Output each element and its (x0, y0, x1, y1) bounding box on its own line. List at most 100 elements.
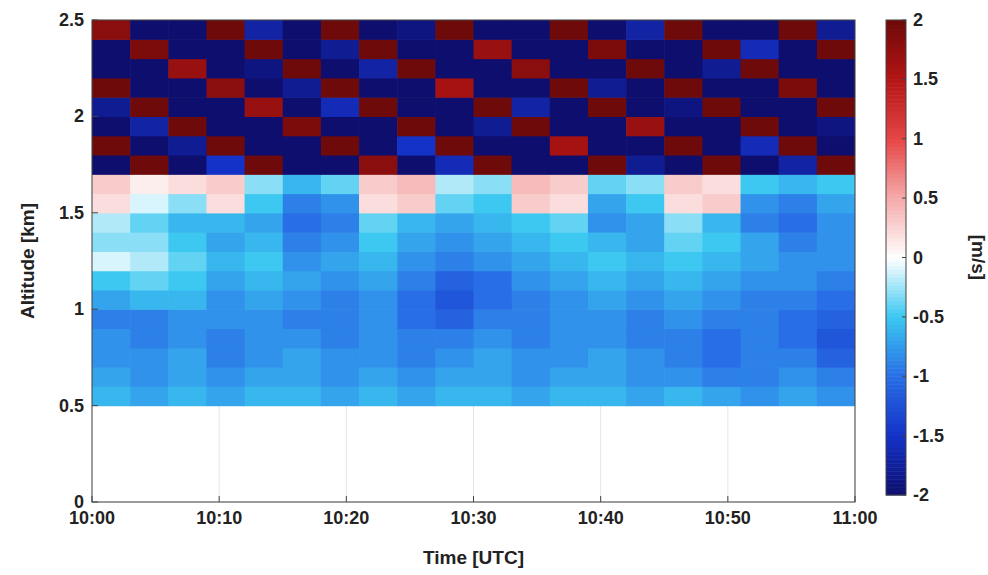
cell (702, 271, 741, 291)
cell (359, 20, 398, 40)
cell (664, 386, 703, 406)
colorbar-swatch (886, 52, 906, 56)
cell (588, 386, 627, 406)
cell (321, 213, 360, 233)
cell (168, 174, 207, 194)
cell (206, 39, 245, 59)
cell (283, 39, 322, 59)
cell (92, 309, 131, 329)
y-axis-title: Altitude [km] (17, 203, 38, 319)
cell (664, 328, 703, 348)
cell (359, 290, 398, 310)
colorbar-swatch (886, 428, 906, 432)
cell (92, 386, 131, 406)
colorbar-swatch (886, 83, 906, 87)
cell (92, 290, 131, 310)
colorbar-swatch (886, 107, 906, 111)
cell (779, 78, 818, 98)
cell (702, 232, 741, 252)
colorbar-swatch (886, 48, 906, 52)
cell (474, 309, 513, 329)
cell (321, 78, 360, 98)
cell (397, 386, 436, 406)
cell (245, 348, 284, 368)
cell (550, 174, 589, 194)
cell (741, 367, 780, 387)
colorbar-swatch (886, 151, 906, 155)
cell (817, 386, 855, 406)
y-tick-label: 0.5 (59, 396, 84, 416)
cell (206, 59, 245, 79)
cell (359, 251, 398, 271)
cell (245, 232, 284, 252)
colorbar-swatch (886, 424, 906, 428)
colorbar-swatch (886, 455, 906, 459)
colorbar-swatch (886, 159, 906, 163)
cell (626, 39, 665, 59)
cell (702, 194, 741, 214)
cell (397, 271, 436, 291)
colorbar-swatch (886, 202, 906, 206)
cell (245, 174, 284, 194)
cell (512, 59, 551, 79)
cell (321, 20, 360, 40)
cell (92, 20, 131, 40)
cell (130, 290, 169, 310)
cell (817, 20, 855, 40)
cell (474, 328, 513, 348)
cell (664, 116, 703, 136)
y-tick-label: 2.5 (59, 10, 84, 30)
cell (474, 386, 513, 406)
cell (397, 213, 436, 233)
cell (168, 290, 207, 310)
colorbar-swatch (886, 36, 906, 40)
cell (702, 386, 741, 406)
colorbar-swatch (886, 360, 906, 364)
cell (779, 213, 818, 233)
colorbar-swatch (886, 258, 906, 262)
colorbar-swatch (886, 376, 906, 380)
cell (435, 232, 474, 252)
cell (741, 232, 780, 252)
cell (206, 194, 245, 214)
colorbar-swatch (886, 329, 906, 333)
colorbar-swatch (886, 20, 906, 24)
cell (588, 20, 627, 40)
cell (626, 194, 665, 214)
cell (588, 309, 627, 329)
colorbar-swatch (886, 309, 906, 313)
colorbar-swatch (886, 163, 906, 167)
cell (474, 194, 513, 214)
colorbar-swatch (886, 166, 906, 170)
cell (550, 251, 589, 271)
cell (168, 271, 207, 291)
cell (626, 251, 665, 271)
cell (283, 328, 322, 348)
cell (550, 348, 589, 368)
cell (283, 174, 322, 194)
cell (283, 116, 322, 136)
cell (168, 348, 207, 368)
cell (397, 328, 436, 348)
cell (359, 97, 398, 117)
cell (206, 271, 245, 291)
colorbar-tick (902, 198, 906, 199)
cell (779, 386, 818, 406)
x-tick (855, 496, 856, 502)
colorbar-swatch (886, 123, 906, 127)
colorbar-tick-label: -1 (913, 366, 929, 386)
cell (130, 348, 169, 368)
cell (283, 290, 322, 310)
cell (92, 174, 131, 194)
y-tick (92, 212, 98, 213)
colorbar-swatch (886, 87, 906, 91)
colorbar-swatch (886, 210, 906, 214)
cell (245, 194, 284, 214)
plot-background (92, 20, 855, 502)
y-axis: 00.511.522.5 (59, 10, 98, 512)
colorbar-swatch (886, 451, 906, 455)
cell (245, 155, 284, 175)
cell (626, 348, 665, 368)
cell (817, 251, 855, 271)
cell (817, 59, 855, 79)
